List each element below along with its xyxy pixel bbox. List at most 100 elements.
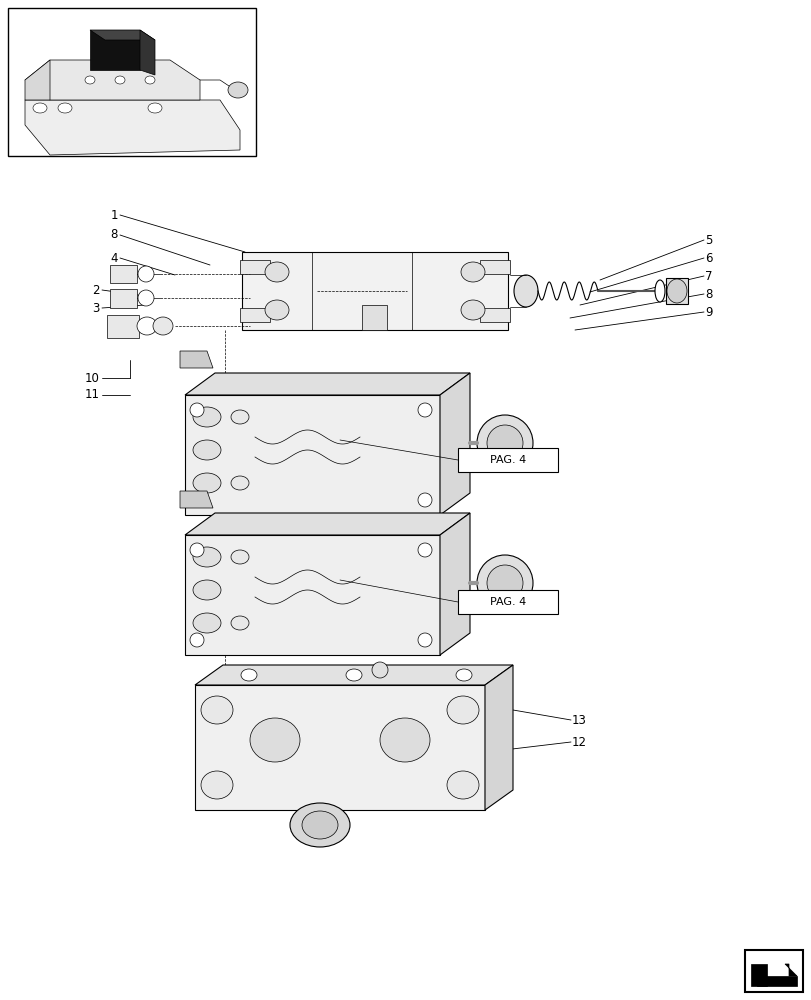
Polygon shape <box>107 315 139 338</box>
Polygon shape <box>109 265 137 283</box>
Polygon shape <box>180 491 212 508</box>
Text: 8: 8 <box>704 288 711 300</box>
Text: 11: 11 <box>85 388 100 401</box>
Ellipse shape <box>446 696 478 724</box>
Ellipse shape <box>418 493 431 507</box>
Ellipse shape <box>137 317 157 335</box>
Ellipse shape <box>461 262 484 282</box>
Text: 6: 6 <box>704 251 711 264</box>
Ellipse shape <box>193 613 221 633</box>
Ellipse shape <box>193 440 221 460</box>
Ellipse shape <box>487 425 522 461</box>
Ellipse shape <box>654 280 664 302</box>
Polygon shape <box>90 30 139 70</box>
Ellipse shape <box>230 616 249 630</box>
Polygon shape <box>185 395 440 515</box>
Ellipse shape <box>193 473 221 493</box>
Ellipse shape <box>264 300 289 320</box>
Ellipse shape <box>190 493 204 507</box>
Polygon shape <box>479 308 509 322</box>
Ellipse shape <box>290 803 350 847</box>
Polygon shape <box>90 30 155 40</box>
Text: 12: 12 <box>571 735 586 748</box>
Polygon shape <box>784 964 796 976</box>
Polygon shape <box>109 289 137 308</box>
Ellipse shape <box>371 662 388 678</box>
Polygon shape <box>744 950 802 992</box>
Polygon shape <box>195 665 513 685</box>
Polygon shape <box>440 513 470 655</box>
Polygon shape <box>362 305 387 330</box>
Ellipse shape <box>418 403 431 417</box>
Ellipse shape <box>230 476 249 490</box>
Ellipse shape <box>190 633 204 647</box>
Ellipse shape <box>418 543 431 557</box>
Text: 3: 3 <box>92 302 100 314</box>
Text: PAG. 4: PAG. 4 <box>489 597 526 607</box>
Ellipse shape <box>228 82 247 98</box>
Ellipse shape <box>230 550 249 564</box>
Ellipse shape <box>264 262 289 282</box>
Ellipse shape <box>152 317 173 335</box>
Text: 5: 5 <box>704 233 711 246</box>
Ellipse shape <box>201 696 233 724</box>
Ellipse shape <box>148 103 162 113</box>
Ellipse shape <box>58 103 72 113</box>
Ellipse shape <box>446 771 478 799</box>
Ellipse shape <box>190 403 204 417</box>
Text: 9: 9 <box>704 306 711 318</box>
Polygon shape <box>185 535 440 655</box>
Ellipse shape <box>138 290 154 306</box>
Polygon shape <box>484 665 513 810</box>
Polygon shape <box>457 448 557 472</box>
Ellipse shape <box>380 718 430 762</box>
Polygon shape <box>25 100 240 155</box>
Text: 10: 10 <box>85 371 100 384</box>
Ellipse shape <box>115 76 125 84</box>
Polygon shape <box>242 252 508 330</box>
Ellipse shape <box>513 275 538 307</box>
Polygon shape <box>8 8 255 156</box>
Text: PAG. 4: PAG. 4 <box>489 455 526 465</box>
Ellipse shape <box>476 415 532 471</box>
Ellipse shape <box>418 633 431 647</box>
Text: 4: 4 <box>110 251 118 264</box>
Polygon shape <box>180 351 212 368</box>
Text: 7: 7 <box>704 269 711 282</box>
Polygon shape <box>25 60 200 100</box>
Polygon shape <box>25 60 50 100</box>
Polygon shape <box>665 278 687 304</box>
Polygon shape <box>185 513 470 535</box>
Polygon shape <box>240 308 270 322</box>
Ellipse shape <box>145 76 155 84</box>
Ellipse shape <box>666 279 686 303</box>
Ellipse shape <box>241 669 257 681</box>
Text: 1: 1 <box>110 209 118 222</box>
Polygon shape <box>240 260 270 274</box>
Text: 8: 8 <box>110 229 118 241</box>
Ellipse shape <box>230 410 249 424</box>
Ellipse shape <box>487 565 522 601</box>
Polygon shape <box>195 685 484 810</box>
Text: 2: 2 <box>92 284 100 296</box>
Text: 13: 13 <box>571 713 586 726</box>
Ellipse shape <box>138 266 154 282</box>
Polygon shape <box>139 30 155 75</box>
Polygon shape <box>185 373 470 395</box>
Ellipse shape <box>193 580 221 600</box>
Polygon shape <box>479 260 509 274</box>
Ellipse shape <box>193 547 221 567</box>
Ellipse shape <box>33 103 47 113</box>
Polygon shape <box>440 373 470 515</box>
Ellipse shape <box>461 300 484 320</box>
Ellipse shape <box>250 718 299 762</box>
Polygon shape <box>750 964 766 986</box>
Ellipse shape <box>85 76 95 84</box>
Ellipse shape <box>193 407 221 427</box>
Polygon shape <box>756 976 796 986</box>
Polygon shape <box>457 590 557 614</box>
Ellipse shape <box>302 811 337 839</box>
Ellipse shape <box>201 771 233 799</box>
Ellipse shape <box>345 669 362 681</box>
Ellipse shape <box>456 669 471 681</box>
